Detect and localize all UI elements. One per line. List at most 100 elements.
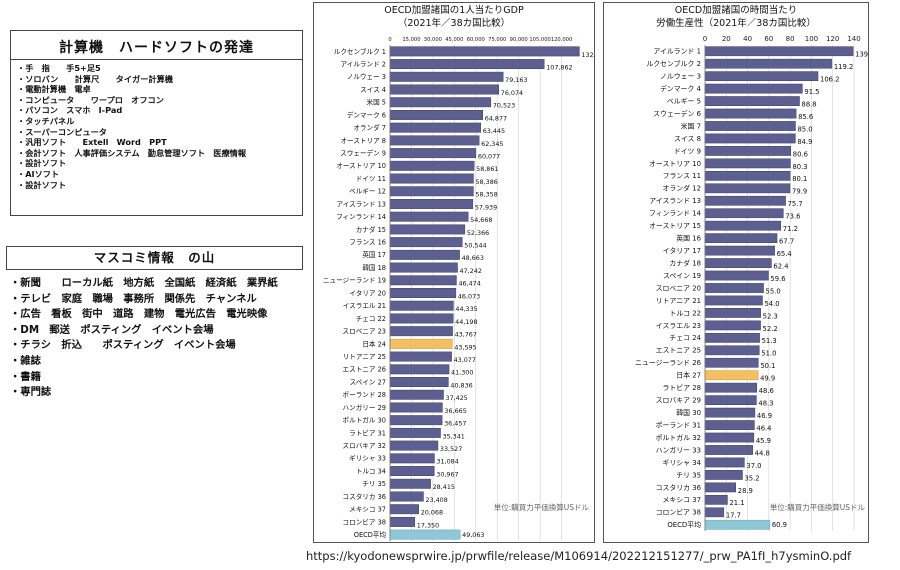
- bar: [704, 357, 759, 368]
- value-label: 63,445: [483, 127, 505, 135]
- value-label: 28.9: [738, 487, 753, 495]
- hardware-list-item: ・会計ソフト 人事評価システム 勤怠管理ソフト 医療情報: [17, 147, 247, 158]
- bar: [704, 183, 791, 194]
- category-label: スロベニア 20: [656, 284, 701, 292]
- bar-japan: [389, 338, 453, 349]
- bar: [389, 440, 439, 451]
- value-label: 51.0: [761, 350, 776, 358]
- value-label: 88.8: [802, 100, 817, 108]
- hardware-list-item: ・汎用ソフト Extell Word PPT: [17, 137, 167, 148]
- bar: [389, 211, 469, 222]
- category-label: コロンビア 38: [343, 517, 386, 526]
- value-label: 85.6: [798, 113, 813, 121]
- category-label: スロバキア 29: [656, 397, 701, 405]
- value-label: 67.7: [779, 238, 794, 246]
- x-tick-label: 0: [703, 35, 707, 43]
- bar: [704, 470, 743, 480]
- source-url: https://kyodonewsprwire.jp/prwfile/relea…: [306, 549, 852, 563]
- value-label: 55.0: [766, 287, 781, 295]
- bar: [389, 160, 475, 171]
- bar: [389, 148, 477, 159]
- value-label: 64,877: [485, 114, 507, 122]
- value-label: 28,415: [433, 483, 455, 491]
- value-label: 36,665: [444, 407, 466, 415]
- category-label: スウェーデン 9: [340, 149, 386, 158]
- value-label: 37.0: [746, 462, 761, 470]
- x-tick-label: 140: [847, 35, 860, 43]
- bar: [704, 170, 791, 181]
- value-label: 79.9: [792, 188, 807, 196]
- bar: [704, 270, 769, 281]
- bar: [704, 133, 796, 144]
- bar: [389, 377, 449, 387]
- category-label: ポルトガル 32: [656, 433, 701, 442]
- chart-title: OECD加盟諸国の1人当たりGDP: [384, 4, 524, 16]
- value-label: 43,077: [454, 356, 476, 364]
- bar: [389, 224, 466, 235]
- category-label: アイスランド 13: [336, 200, 386, 208]
- category-label: スペイン 27: [350, 378, 386, 386]
- bar: [704, 345, 760, 356]
- bar: [389, 516, 416, 527]
- x-tick-label: 40: [743, 35, 752, 43]
- bar: [389, 237, 463, 248]
- bar: [704, 395, 757, 406]
- value-label: 44.8: [755, 449, 770, 457]
- value-label: 33,527: [440, 445, 462, 453]
- value-label: 62,345: [481, 140, 503, 148]
- category-label: OECD平均: [667, 520, 701, 529]
- bar: [389, 249, 460, 260]
- value-label: 75.7: [788, 200, 803, 208]
- value-label: 45.9: [756, 437, 771, 445]
- bar: [704, 382, 757, 393]
- value-label: 44,198: [455, 318, 477, 326]
- bar: [389, 186, 474, 197]
- category-label: ハンガリー 29: [343, 403, 386, 412]
- hardware-list-item: ・ソロバン 計算尺 タイガー計算機: [17, 73, 173, 84]
- chart-note: 単位:購買力平価換算USドル: [494, 502, 590, 512]
- value-label: 79,163: [505, 76, 527, 84]
- value-label: 46,474: [458, 280, 480, 288]
- value-label: 58,861: [476, 165, 498, 173]
- bar: [389, 135, 480, 146]
- category-label: トルコ 34: [356, 467, 386, 475]
- category-label: オランダ 7: [353, 123, 386, 132]
- category-label: 英国 16: [676, 234, 701, 243]
- category-label: ニュージーランド 26: [635, 359, 701, 367]
- category-label: スロバキア 32: [343, 442, 386, 450]
- category-label: コスタリカ 36: [656, 483, 701, 492]
- chart-note: 単位:購買力平価換算USドル: [770, 502, 866, 512]
- value-label: 46,073: [458, 292, 480, 300]
- value-label: 119.2: [834, 63, 853, 71]
- category-label: アイルランド 2: [340, 60, 386, 68]
- x-tick-label: 0: [388, 37, 391, 43]
- value-label: 58,386: [475, 178, 497, 186]
- bar: [704, 121, 796, 131]
- bar: [389, 402, 443, 413]
- value-label: 51.3: [762, 337, 777, 345]
- bar: [704, 58, 833, 69]
- value-label: 91.5: [804, 88, 819, 96]
- category-label: オランダ 12: [662, 184, 701, 193]
- category-label: ハンガリー 33: [656, 445, 701, 454]
- hardware-list-item: ・タッチパネル: [17, 115, 75, 126]
- category-label: スイス 4: [360, 86, 386, 94]
- value-label: 85.0: [797, 125, 812, 133]
- category-label: ポーランド 31: [656, 421, 701, 429]
- media-list-item: ・雑誌: [10, 354, 41, 367]
- category-label: トルコ 22: [670, 309, 702, 317]
- category-label: フィンランド 14: [336, 213, 386, 221]
- value-label: 30,967: [436, 470, 458, 478]
- bar: [389, 288, 457, 298]
- bar: [389, 300, 454, 311]
- category-label: フランス 11: [663, 172, 701, 180]
- category-label: アイスランド 13: [649, 197, 701, 205]
- media-list-item: ・広告 看板 街中 道路 建物 電光広告 電光映像: [10, 308, 268, 321]
- media-box-title: マスコミ情報 の山: [6, 246, 303, 270]
- category-label: ノルウェー 3: [347, 73, 386, 81]
- hardware-history-box: 計算機 ハードソフトの発達 ・手 指 手5+足5 ・ソロバン 計算尺 タイガー計算…: [10, 30, 303, 216]
- category-label: チリ 35: [676, 471, 701, 479]
- bar: [704, 507, 725, 518]
- x-tick-label: 100: [805, 35, 818, 43]
